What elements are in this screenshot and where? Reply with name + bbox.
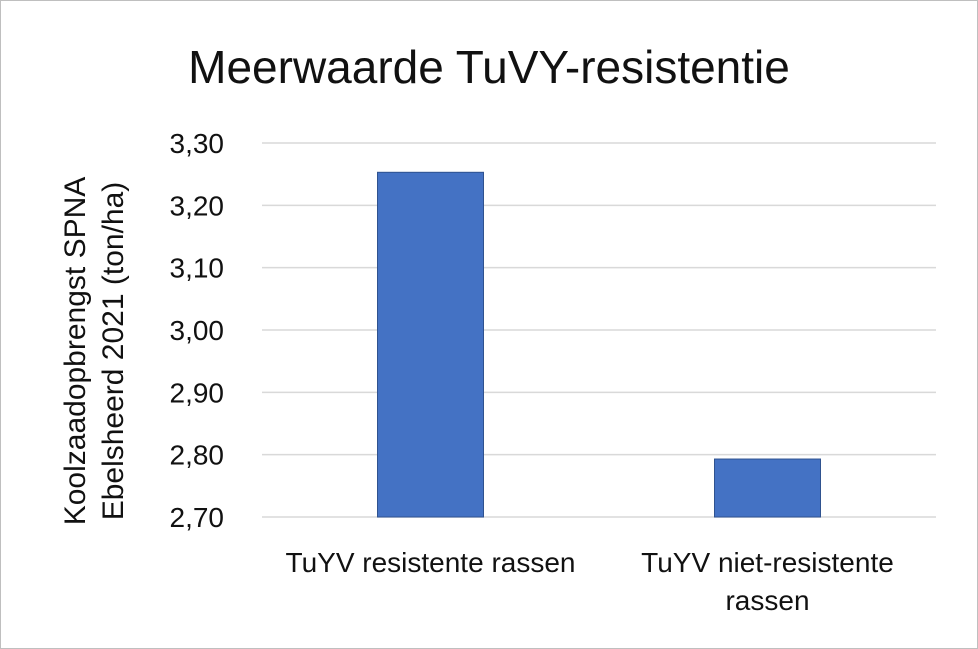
- chart-title: Meerwaarde TuVY-resistentie: [188, 41, 790, 93]
- x-tick-label: TuYV resistente rassen: [286, 547, 576, 578]
- bar: [714, 458, 821, 518]
- bar: [377, 171, 484, 518]
- y-tick-label: 3,30: [170, 128, 225, 159]
- y-tick-label: 2,90: [170, 377, 225, 408]
- y-tick-label: 2,70: [170, 502, 225, 533]
- y-tick-label: 3,20: [170, 190, 225, 221]
- x-tick-label: rassen: [725, 585, 809, 616]
- x-tick-label: TuYV niet-resistente: [641, 547, 894, 578]
- y-tick-label: 2,80: [170, 440, 225, 471]
- y-tick-label: 3,10: [170, 253, 225, 284]
- y-tick-label: 3,00: [170, 315, 225, 346]
